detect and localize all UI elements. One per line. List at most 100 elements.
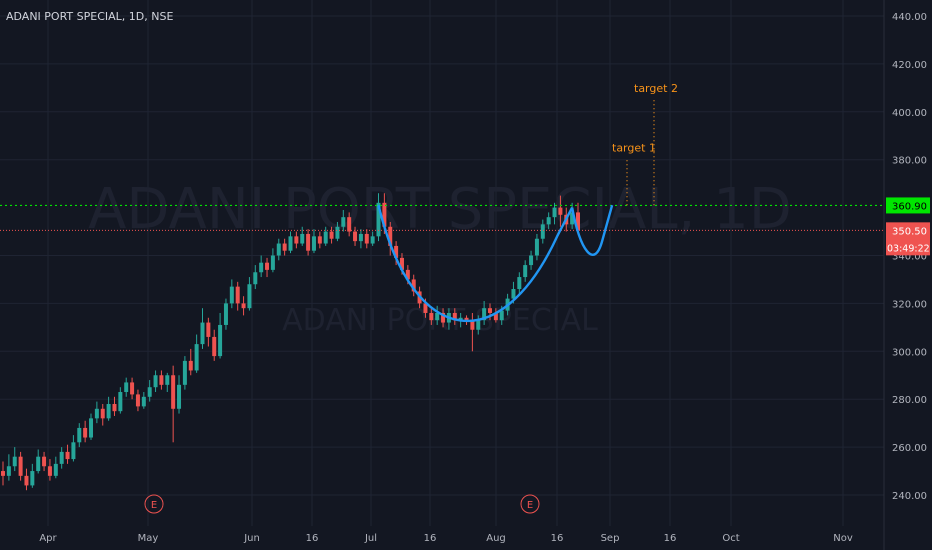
candle-body: [487, 308, 492, 313]
candle-body: [534, 238, 539, 256]
candle-body: [546, 217, 551, 225]
candle-body: [65, 451, 70, 460]
earnings-marker-icon[interactable]: [144, 494, 164, 514]
candle-body: [529, 255, 534, 266]
candle-body: [124, 382, 129, 393]
x-tick-label: 16: [306, 533, 319, 544]
y-tick-label: 380.00: [892, 156, 927, 167]
candle-body: [464, 317, 469, 321]
candle-body: [370, 236, 375, 244]
y-tick-label: 420.00: [892, 60, 927, 71]
earnings-marker-icon[interactable]: [520, 494, 540, 514]
candle-body: [452, 312, 457, 321]
candle-body: [558, 207, 563, 215]
candle-body: [130, 382, 135, 395]
watermark-title: ADANI PORT SPECIAL, 1D: [88, 177, 792, 242]
y-tick-label: 320.00: [892, 299, 927, 310]
candle-body: [112, 403, 117, 412]
candle-body: [540, 224, 545, 239]
candle-body: [499, 310, 504, 321]
candle-body: [306, 233, 311, 251]
candle-body: [12, 456, 17, 467]
candle-body: [141, 396, 146, 407]
candle-body: [118, 392, 123, 412]
candle-body: [347, 217, 352, 232]
countdown-label: 03:49:22: [887, 243, 930, 254]
grid: [0, 0, 884, 526]
candle-body: [247, 284, 252, 309]
candle-body: [511, 289, 516, 299]
candle-body: [382, 202, 387, 227]
y-tick-label: 280.00: [892, 395, 927, 406]
candle-body: [89, 418, 94, 438]
y-tick-label: 340.00: [892, 252, 927, 263]
candle-body: [223, 303, 228, 325]
candle-body: [282, 243, 287, 251]
candle-body: [182, 360, 187, 385]
candle-body: [329, 231, 334, 239]
watermark-subtitle: ADANI PORT SPECIAL: [282, 303, 598, 338]
time-axis[interactable]: Apr May Jun 16 Jul 16 Aug 16 Sep 16 Oct Nov: [39, 533, 852, 544]
y-tick-label: 300.00: [892, 347, 927, 358]
x-tick-label: Oct: [722, 533, 739, 544]
y-tick-label: 440.00: [892, 12, 927, 23]
x-tick-label: 16: [551, 533, 564, 544]
candle-body: [441, 312, 446, 323]
watermark: ADANI PORT SPECIAL, 1D ADANI PORT SPECIA…: [88, 177, 792, 338]
candle-body: [18, 456, 23, 476]
candle-body: [270, 255, 275, 270]
candle-body: [106, 403, 111, 419]
candle-body: [358, 233, 363, 242]
candle-body: [300, 233, 305, 244]
candle-body: [83, 427, 88, 438]
candle-body: [59, 451, 64, 464]
candle-body: [376, 202, 381, 237]
candle-body: [476, 320, 481, 330]
candle-body: [493, 312, 498, 321]
candle-body: [311, 236, 316, 251]
candle-body: [323, 231, 328, 244]
target-2-label: target 2: [634, 82, 678, 95]
candle-body: [165, 375, 170, 385]
candle-body: [388, 226, 393, 246]
candle-body: [394, 245, 399, 258]
candle-body: [517, 277, 522, 290]
y-tick-label: 240.00: [892, 491, 927, 502]
resistance-price-badge: [886, 197, 930, 214]
candle-body: [523, 265, 528, 278]
x-tick-label: Apr: [39, 533, 57, 544]
candle-body: [552, 207, 557, 218]
candle-body: [576, 212, 580, 231]
chart-header-title: ADANI PORT SPECIAL, 1D, NSE: [6, 10, 173, 23]
candle-body: [482, 308, 487, 321]
candle-body: [341, 217, 346, 227]
candle-body: [399, 257, 404, 270]
candle-body: [94, 408, 99, 419]
overlays: target 1 target 2 E E: [0, 82, 884, 514]
candle-body: [235, 286, 240, 304]
x-tick-label: 16: [664, 533, 677, 544]
cup-pattern-curve: [377, 204, 574, 323]
candle-body: [335, 226, 340, 239]
candle-body: [200, 322, 205, 345]
x-tick-label: Jul: [364, 533, 377, 544]
candle-body: [24, 475, 29, 486]
candle-body: [36, 456, 41, 472]
handle-projection-curve: [570, 204, 614, 256]
candle-body: [206, 322, 211, 337]
x-tick-label: Jun: [243, 533, 260, 544]
x-tick-label: May: [138, 533, 159, 544]
candle-body: [294, 236, 299, 244]
candle-body: [212, 336, 217, 357]
price-axis[interactable]: 240.00 260.00 280.00 300.00 320.00 340.00 380.…: [883, 0, 930, 550]
candle-body: [470, 320, 475, 330]
candle-body: [42, 456, 47, 467]
candle-body: [135, 394, 140, 407]
last-price-label: 350.50: [892, 226, 927, 237]
last-price-badge: [886, 222, 930, 256]
candle-body: [53, 463, 58, 476]
candle-body: [1, 471, 5, 476]
x-tick-label: Nov: [833, 533, 853, 544]
